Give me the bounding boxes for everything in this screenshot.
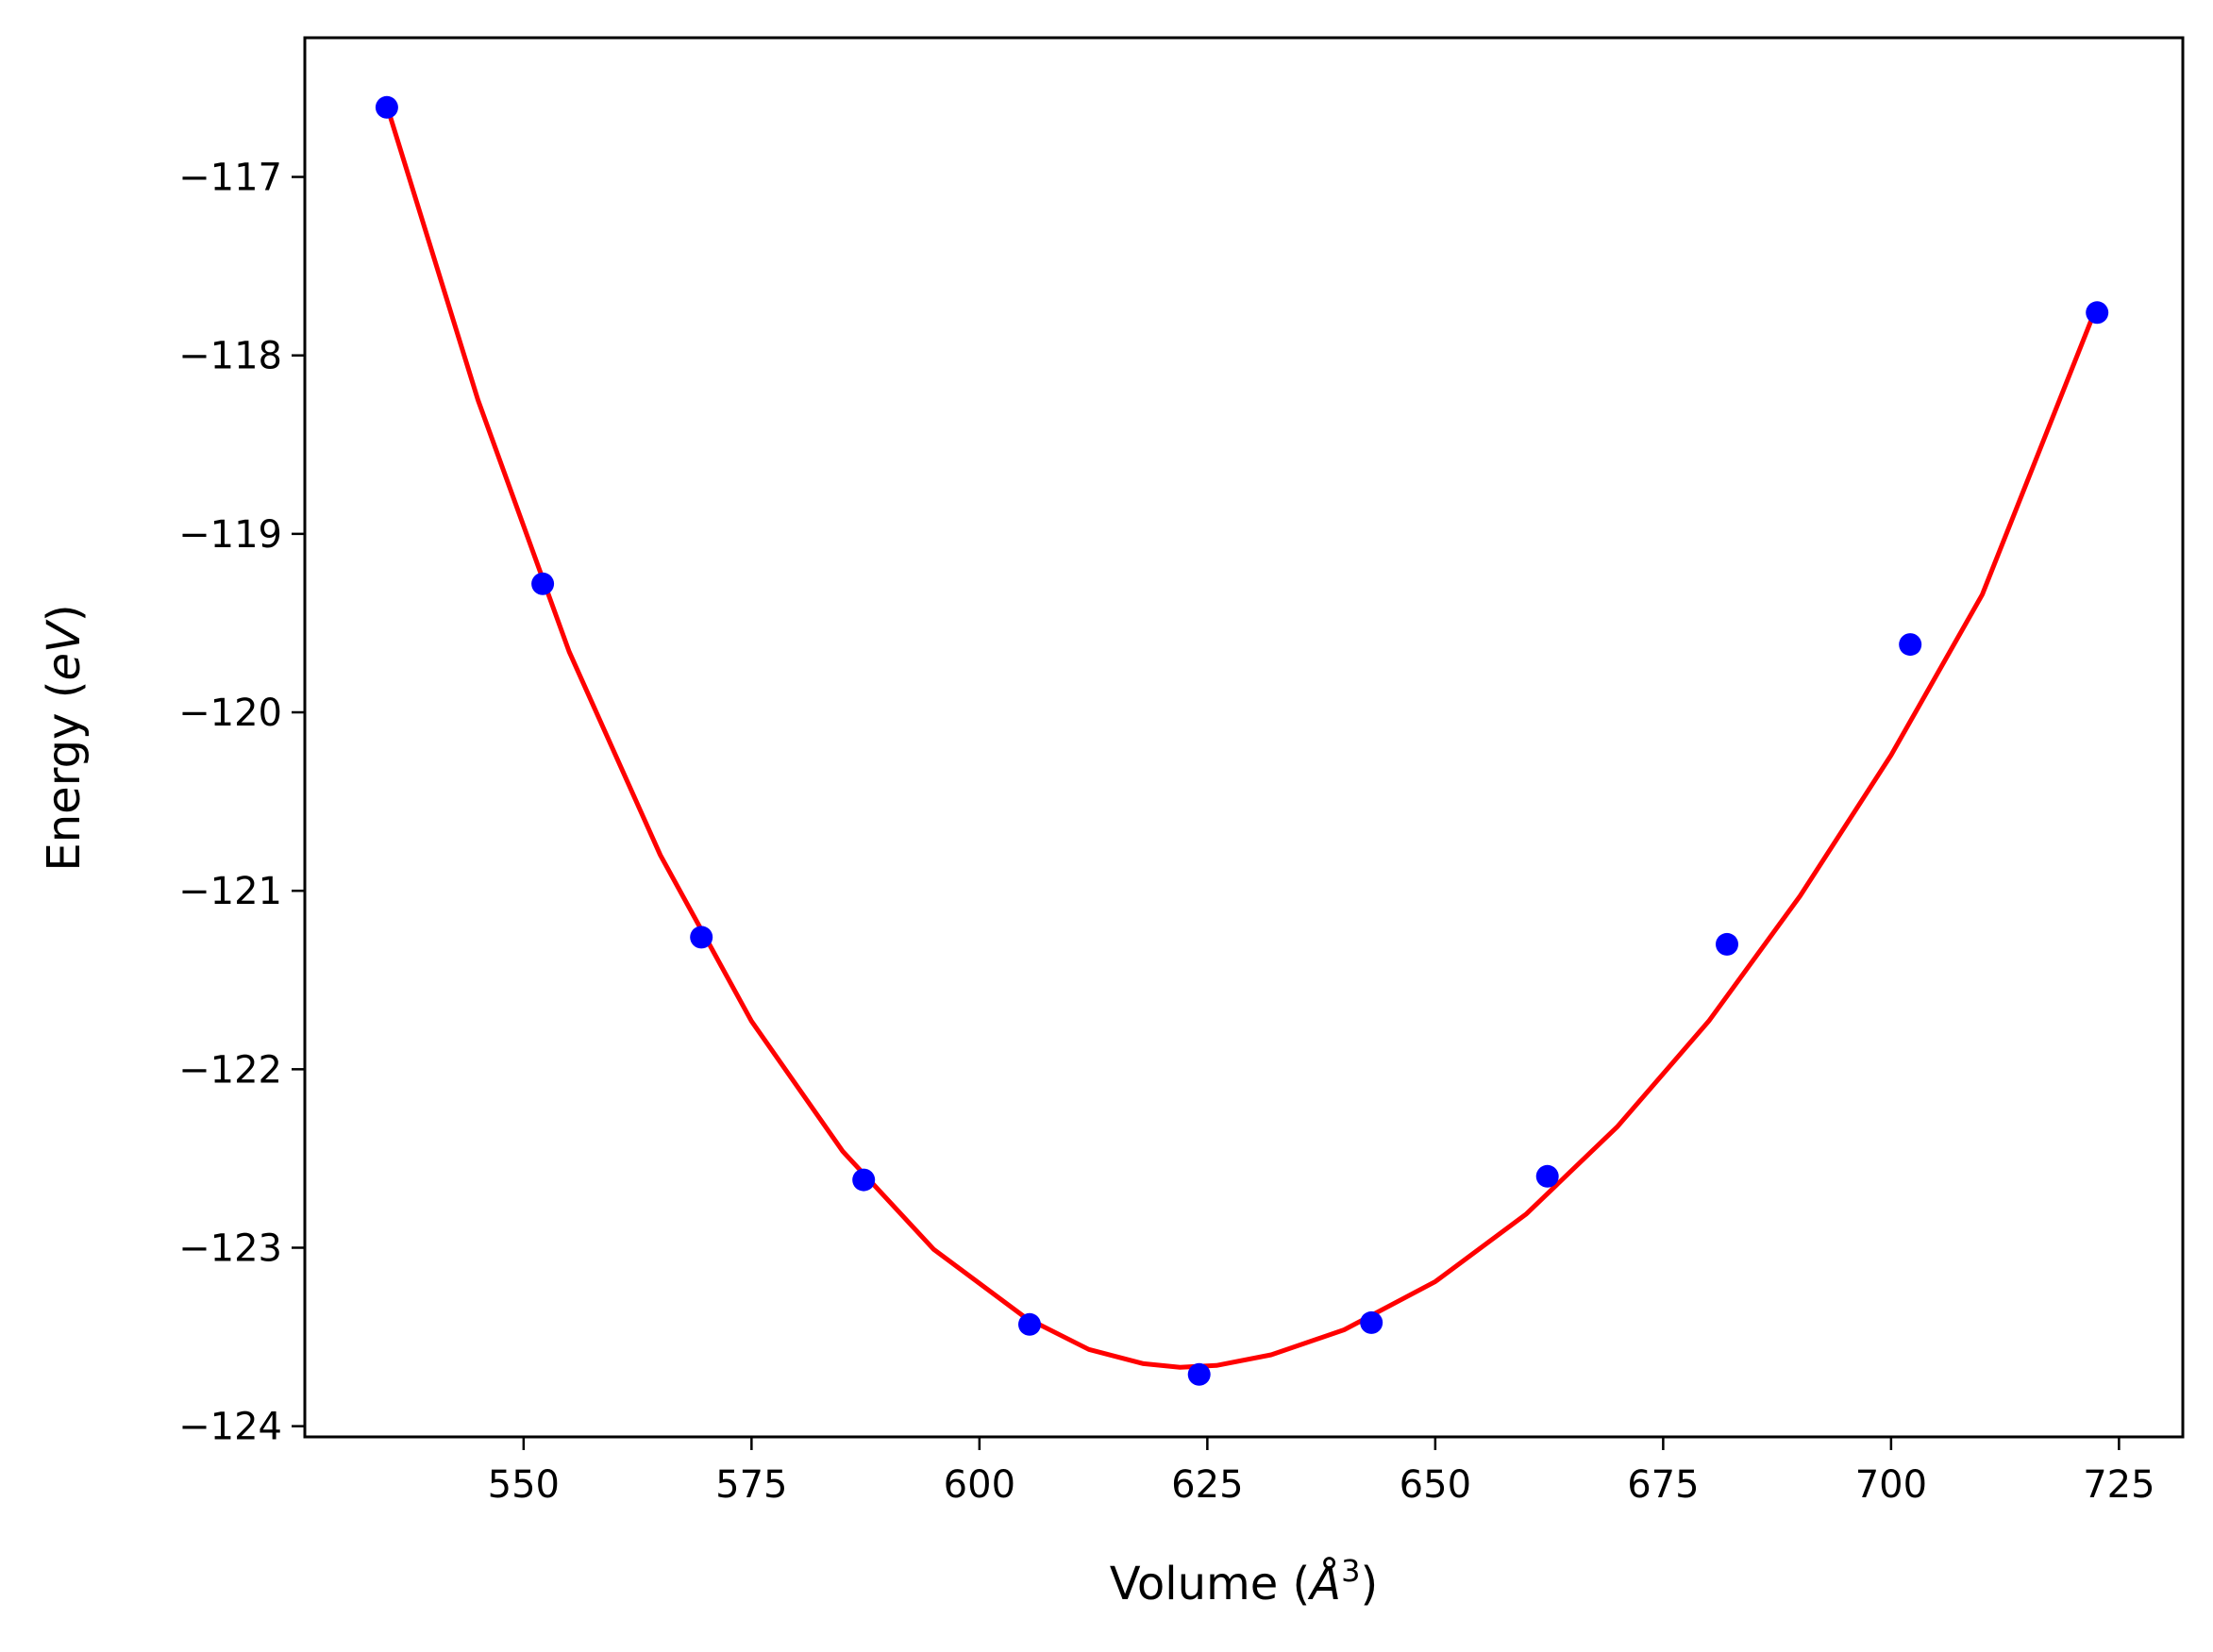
y-axis-label-prefix: Energy ( <box>38 681 91 872</box>
x-tick-label: 550 <box>488 1463 560 1507</box>
x-axis-label-suffix: ) <box>1360 1558 1378 1610</box>
x-axis-label: Volume (Å3) <box>1110 1553 1378 1610</box>
data-point <box>1187 1362 1211 1386</box>
y-tick-label: −119 <box>178 513 282 557</box>
x-axis-label-superscript: 3 <box>1341 1553 1360 1589</box>
y-tick-label: −124 <box>178 1406 282 1449</box>
x-tick-label: 600 <box>944 1463 1015 1507</box>
y-tick-label: −120 <box>178 692 282 735</box>
data-point <box>1899 633 1922 657</box>
x-axis-label-prefix: Volume ( <box>1110 1558 1311 1610</box>
data-point <box>1018 1312 1041 1336</box>
y-axis-label: Energy (eV) <box>38 604 91 871</box>
data-points-layer <box>375 95 2109 1386</box>
x-tick-label: 625 <box>1171 1463 1243 1507</box>
y-tick-label: −118 <box>178 335 282 378</box>
y-axis-label-suffix: ) <box>38 604 91 622</box>
plot-frame <box>303 36 2185 1439</box>
x-tick-label: 575 <box>715 1463 787 1507</box>
x-tick-label: 700 <box>1855 1463 1927 1507</box>
x-tick-label: 725 <box>2083 1463 2154 1507</box>
data-point <box>375 95 398 119</box>
data-point <box>690 926 713 949</box>
x-tick-label: 675 <box>1627 1463 1699 1507</box>
data-point <box>1535 1164 1559 1188</box>
y-axis-label-unit: eV <box>38 619 91 681</box>
data-point <box>852 1168 876 1192</box>
data-point <box>1716 932 1738 956</box>
y-tick-label: −121 <box>178 870 282 913</box>
y-tick-label: −117 <box>178 157 282 200</box>
x-axis-ticks: 550 575 600 625 650 675 700 725 <box>488 1437 2155 1507</box>
data-point <box>531 572 555 595</box>
x-tick-label: 650 <box>1400 1463 1471 1507</box>
x-axis-label-symbol: Å <box>1307 1557 1341 1610</box>
y-axis-ticks: −117 −118 −119 −120 −121 −122 −123 −124 <box>178 157 305 1449</box>
y-tick-label: −122 <box>178 1048 282 1092</box>
data-point <box>2086 301 2109 325</box>
y-tick-label: −123 <box>178 1226 282 1270</box>
data-point <box>1360 1310 1383 1334</box>
